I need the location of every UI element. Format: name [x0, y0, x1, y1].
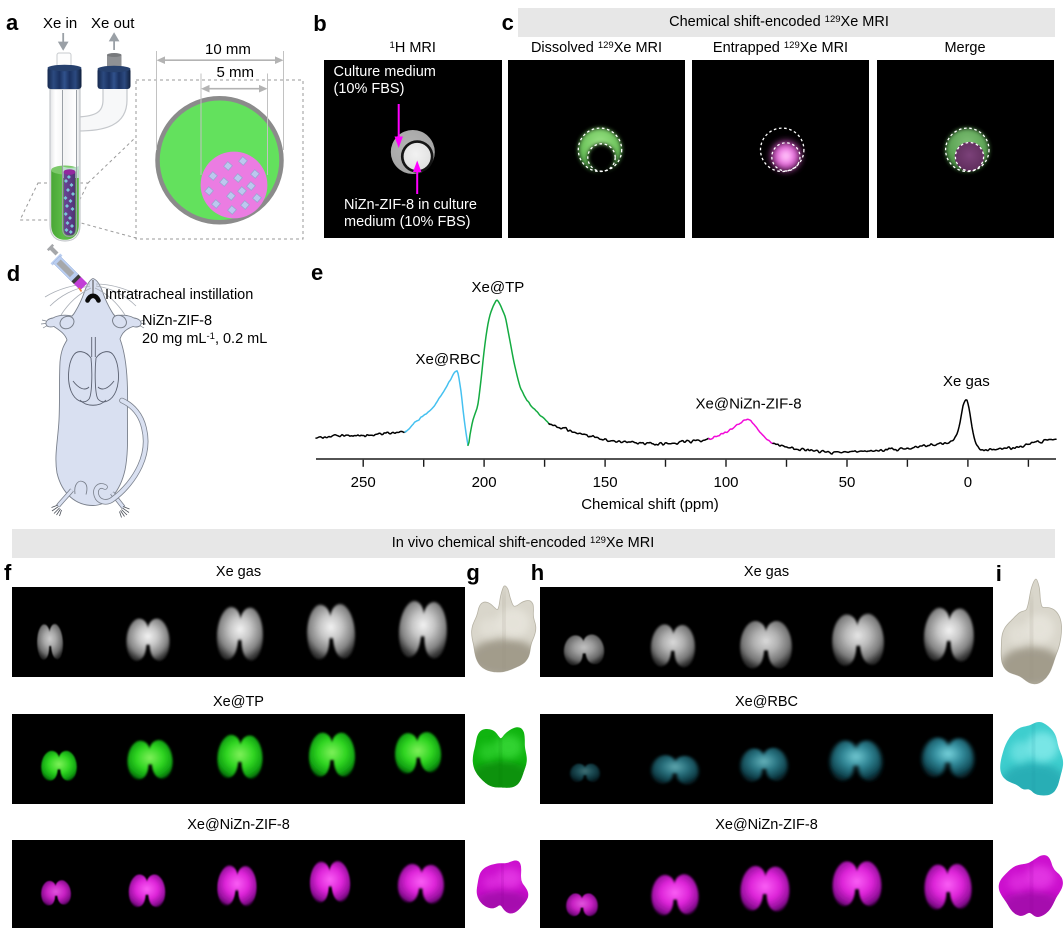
- svg-text:50: 50: [839, 474, 856, 491]
- svg-text:Xe@TP: Xe@TP: [472, 279, 525, 296]
- svg-text:150: 150: [593, 474, 618, 491]
- svg-text:100: 100: [713, 474, 738, 491]
- svg-text:Xe@NiZn-ZIF-8: Xe@NiZn-ZIF-8: [696, 396, 802, 413]
- svg-text:Xe@RBC: Xe@RBC: [416, 351, 481, 368]
- svg-text:Chemical shift (ppm): Chemical shift (ppm): [581, 496, 719, 513]
- svg-text:250: 250: [351, 474, 376, 491]
- svg-text:Xe gas: Xe gas: [943, 373, 990, 390]
- svg-text:0: 0: [964, 474, 972, 491]
- svg-text:200: 200: [472, 474, 497, 491]
